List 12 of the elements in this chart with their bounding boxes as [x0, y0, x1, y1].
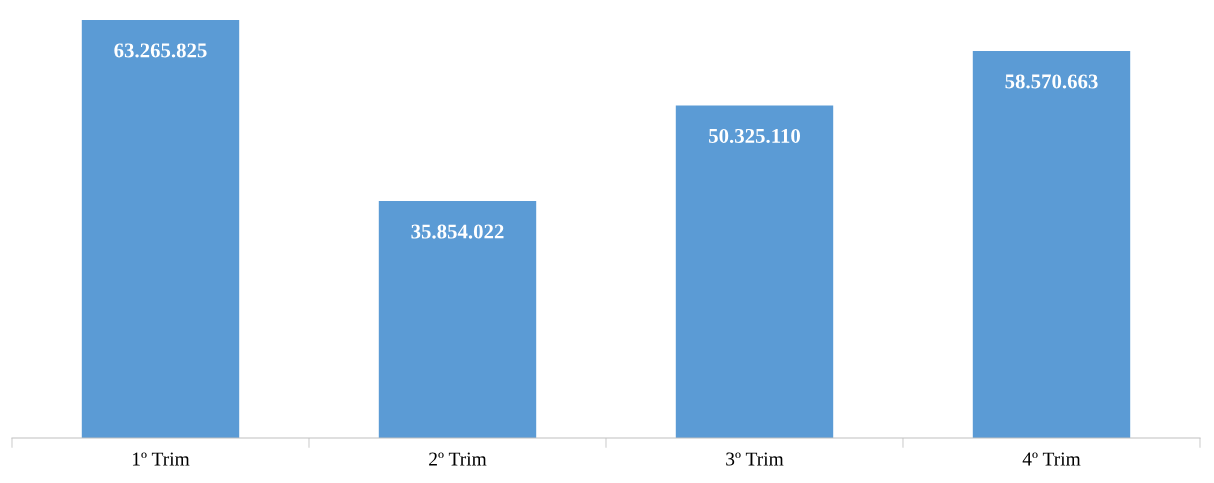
- bar: [972, 51, 1131, 438]
- bar: [675, 105, 834, 438]
- data-label: 58.570.663: [1005, 74, 1098, 89]
- x-tick-label: 1º Trim: [132, 452, 190, 466]
- bar: [378, 201, 537, 438]
- data-label: 50.325.110: [709, 128, 801, 144]
- bar: [81, 20, 240, 438]
- x-tick-label: 3º Trim: [726, 452, 784, 466]
- data-label: 35.854.022: [411, 224, 504, 239]
- data-label: 63.265.825: [114, 43, 207, 58]
- x-tick-label: 4º Trim: [1022, 452, 1081, 466]
- x-tick-label: 2º Trim: [429, 452, 487, 466]
